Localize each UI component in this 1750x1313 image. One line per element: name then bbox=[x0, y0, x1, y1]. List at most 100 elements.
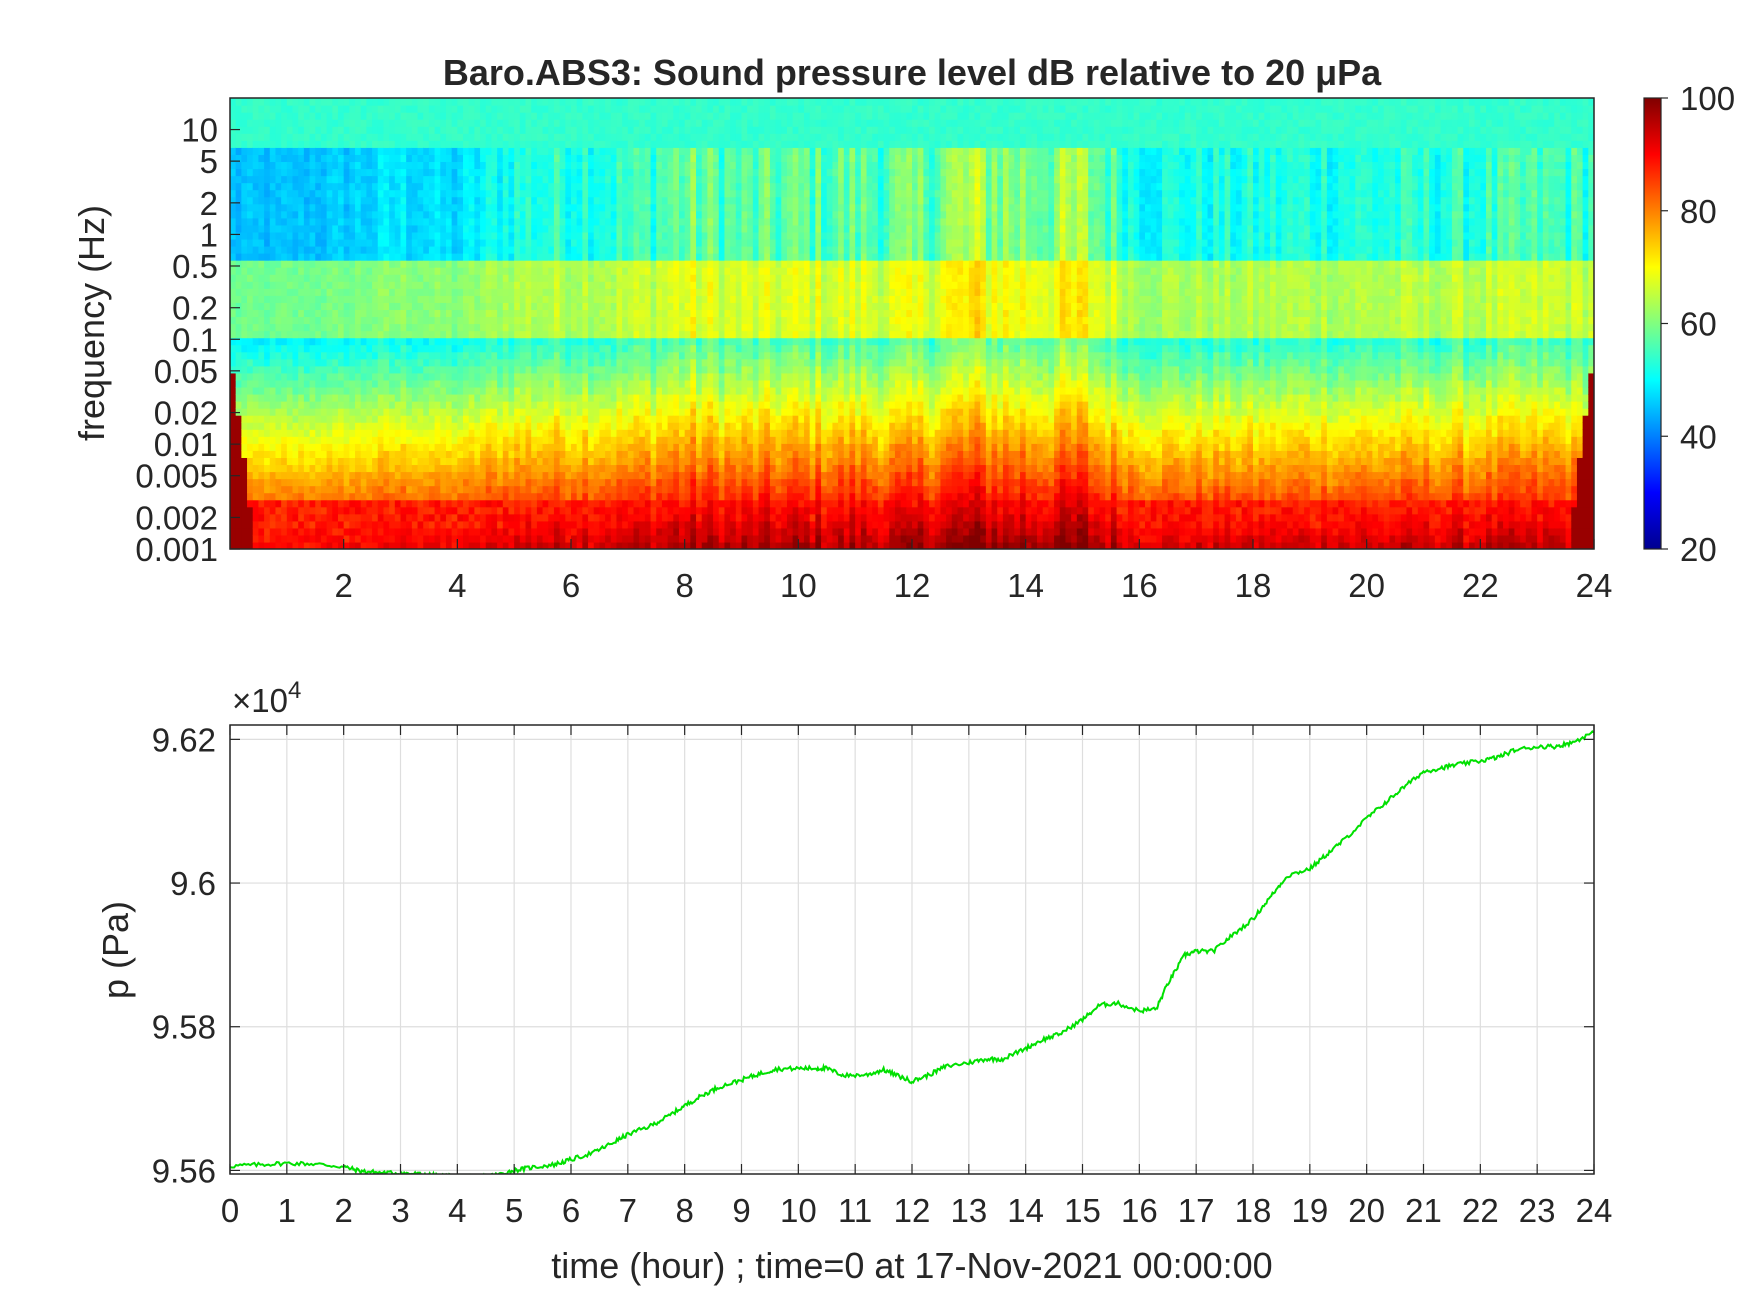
spectrogram-cell bbox=[548, 168, 555, 177]
spectrogram-cell bbox=[588, 478, 595, 487]
spectrogram-cell bbox=[650, 281, 657, 289]
spectrogram-cell bbox=[343, 386, 350, 395]
spectrogram-cell bbox=[360, 401, 367, 409]
spectrogram-cell bbox=[423, 464, 430, 473]
spectrogram-cell bbox=[235, 379, 242, 388]
spectrogram-cell bbox=[343, 393, 350, 402]
spectrogram-cell bbox=[372, 224, 379, 233]
spectrogram-cell bbox=[247, 499, 254, 508]
spectrogram-cell bbox=[320, 253, 328, 261]
spectrogram-cell bbox=[559, 175, 566, 184]
spectrogram-cell bbox=[480, 168, 487, 177]
spectrogram-cell bbox=[241, 281, 248, 289]
spectrogram-cell bbox=[593, 189, 601, 198]
spectrogram-cell bbox=[411, 260, 419, 268]
spectrogram-cell bbox=[525, 443, 532, 451]
spectrogram-cell bbox=[514, 401, 521, 409]
spectrogram-cell bbox=[383, 168, 390, 177]
spectrogram-cell bbox=[406, 189, 413, 198]
spectrogram-cell bbox=[599, 267, 606, 275]
spectrogram-cell bbox=[372, 464, 379, 473]
spectrogram-cell bbox=[406, 436, 413, 444]
spectrogram-cell bbox=[423, 231, 430, 240]
spectrogram-cell bbox=[548, 520, 555, 529]
spectrogram-cell bbox=[519, 119, 527, 127]
spectrogram-cell bbox=[423, 267, 430, 275]
spectrogram-cell bbox=[366, 485, 373, 494]
spectrogram-cell bbox=[616, 112, 623, 120]
spectrogram-cell bbox=[252, 506, 260, 515]
spectrogram-cell bbox=[343, 147, 350, 155]
spectrogram-cell bbox=[593, 224, 601, 233]
spectrogram-cell bbox=[508, 330, 515, 339]
spectrogram-cell bbox=[588, 105, 595, 113]
spectrogram-cell bbox=[406, 140, 413, 148]
spectrogram-cell bbox=[502, 281, 510, 289]
spectrogram-cell bbox=[644, 267, 652, 275]
spectrogram-cell bbox=[258, 393, 265, 402]
spectrogram-cell bbox=[394, 323, 402, 332]
spectrogram-cell bbox=[411, 408, 419, 416]
spectrogram-cell bbox=[457, 316, 464, 325]
spectrogram-cell bbox=[366, 379, 373, 388]
spectrogram-cell bbox=[445, 154, 453, 163]
spectrogram-cell bbox=[588, 443, 595, 451]
spectrogram-cell bbox=[491, 147, 498, 155]
spectrogram-cell bbox=[463, 316, 470, 325]
spectrogram-cell bbox=[349, 245, 356, 254]
spectrogram-cell bbox=[508, 98, 515, 106]
spectrogram-cell bbox=[656, 154, 663, 163]
spectrogram-cell bbox=[235, 105, 242, 113]
spectrogram-cell bbox=[372, 471, 379, 480]
spectrogram-cell bbox=[275, 358, 282, 367]
spectrogram-cell bbox=[269, 133, 277, 141]
spectrogram-cell bbox=[502, 520, 510, 529]
spectrogram-cell bbox=[627, 429, 635, 437]
spectrogram-cell bbox=[281, 245, 288, 254]
spectrogram-cell bbox=[428, 492, 436, 501]
spectrogram-cell bbox=[553, 323, 561, 332]
spectrogram-cell bbox=[491, 492, 498, 501]
spectrogram-cell bbox=[360, 506, 367, 515]
spectrogram-cell bbox=[622, 471, 629, 480]
spectrogram-cell bbox=[298, 492, 305, 501]
spectrogram-cell bbox=[559, 161, 566, 170]
spectrogram-cell bbox=[667, 231, 674, 240]
spectrogram-cell bbox=[605, 316, 612, 325]
spectrogram-cell bbox=[389, 182, 396, 191]
spectrogram-cell bbox=[343, 450, 350, 458]
spectrogram-cell bbox=[559, 154, 566, 163]
spectrogram-cell bbox=[326, 478, 333, 487]
spectrogram-cell bbox=[360, 379, 367, 388]
spectrogram-cell bbox=[593, 408, 601, 416]
spectrogram-cell bbox=[230, 302, 237, 311]
spectrogram-cell bbox=[571, 513, 578, 522]
spectrogram-cell bbox=[252, 337, 260, 346]
spectrogram-cell bbox=[247, 351, 254, 360]
spectrogram-cell bbox=[343, 203, 350, 212]
spectrogram-cell bbox=[650, 499, 657, 508]
spectrogram-cell bbox=[366, 231, 373, 240]
spectrogram-cell bbox=[559, 337, 566, 346]
spectrogram-cell bbox=[303, 478, 311, 487]
spectrogram-cell bbox=[411, 393, 419, 402]
spectrogram-cell bbox=[286, 527, 294, 536]
spectrogram-cell bbox=[241, 140, 248, 148]
spectrogram-cell bbox=[269, 189, 277, 198]
spectrogram-cell bbox=[247, 267, 254, 275]
spectrogram-cell bbox=[389, 245, 396, 254]
spectrogram-cell bbox=[576, 408, 583, 416]
spectrogram-cell bbox=[519, 112, 527, 120]
spectrogram-cell bbox=[474, 429, 481, 437]
spectrogram-cell bbox=[576, 161, 583, 170]
spectrogram-cell bbox=[400, 274, 407, 282]
spectrogram-cell bbox=[292, 238, 299, 247]
spectrogram-cell bbox=[644, 154, 652, 163]
spectrogram-cell bbox=[582, 499, 589, 508]
spectrogram-cell bbox=[326, 372, 333, 381]
spectrogram-cell bbox=[576, 203, 583, 212]
spectrogram-cell bbox=[548, 408, 555, 416]
spectrogram-cell bbox=[468, 126, 475, 134]
spectrogram-cell bbox=[320, 245, 328, 254]
spectrogram-cell bbox=[411, 189, 419, 198]
